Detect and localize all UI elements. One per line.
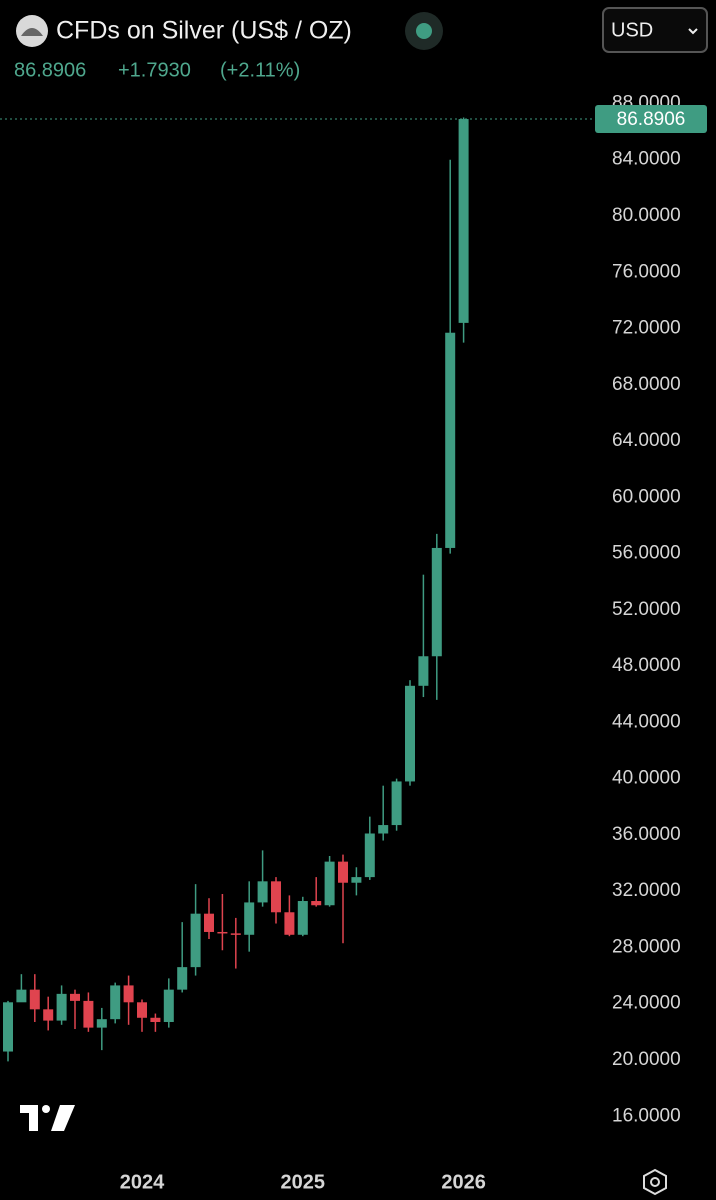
y-tick-label: 24.0000: [612, 993, 681, 1014]
y-tick-label: 16.0000: [612, 1105, 681, 1126]
currency-label[interactable]: USD: [611, 19, 653, 41]
chart-title: CFDs on Silver (US$ / OZ): [56, 17, 352, 45]
symbol-icon-shape: [21, 28, 43, 36]
y-tick-label: 36.0000: [612, 824, 681, 845]
dropdown-arrow: [688, 28, 698, 35]
y-tick-label: 28.0000: [612, 936, 681, 957]
candle-body: [378, 825, 389, 834]
candle-body: [405, 685, 415, 782]
candle-body: [96, 1019, 107, 1028]
candle-body: [324, 861, 335, 906]
candle-body: [458, 119, 469, 323]
status-dot: [416, 23, 432, 39]
candle-body: [123, 985, 134, 1003]
candle-body: [137, 1002, 147, 1018]
candle-body: [110, 985, 121, 1020]
candle-body: [338, 861, 348, 883]
price-change: +1.7930: [118, 59, 191, 81]
last-price-tag-label: 86.8906: [617, 109, 686, 130]
y-tick-label: 60.0000: [612, 486, 681, 507]
candle-body: [16, 989, 27, 1003]
candle-body: [3, 1002, 13, 1052]
candle-body: [311, 901, 322, 906]
x-tick-label: 2025: [281, 1171, 326, 1193]
y-tick-label: 56.0000: [612, 543, 681, 564]
y-tick-label: 64.0000: [612, 430, 681, 451]
candle-body: [418, 656, 429, 686]
candle-body: [244, 902, 255, 935]
y-tick-label: 20.0000: [612, 1049, 681, 1070]
y-tick-label: 80.0000: [612, 205, 681, 226]
candle-body: [70, 993, 80, 1001]
candle-body: [445, 332, 456, 548]
last-price: 86.8906: [14, 59, 86, 81]
candle-body: [190, 913, 201, 968]
candle-body: [391, 781, 402, 826]
x-tick-label: 2026: [441, 1171, 486, 1193]
candle-body: [150, 1017, 161, 1022]
y-tick-label: 32.0000: [612, 880, 681, 901]
candle-body: [351, 877, 362, 883]
candle-body: [163, 989, 174, 1022]
candle-body: [204, 913, 214, 932]
y-tick-label: 48.0000: [612, 655, 681, 676]
candle-body: [257, 881, 268, 903]
y-tick-label: 52.0000: [612, 599, 681, 620]
candle-body: [56, 993, 67, 1021]
candle-body: [230, 933, 241, 935]
y-tick-label: 72.0000: [612, 318, 681, 339]
candle-body: [431, 547, 442, 657]
x-tick-label: 2024: [120, 1171, 165, 1193]
y-tick-label: 68.0000: [612, 374, 681, 395]
y-tick-label: 44.0000: [612, 711, 681, 732]
y-tick-label: 84.0000: [612, 149, 681, 170]
tv-logo: [20, 1105, 75, 1131]
candle-body: [217, 931, 228, 934]
candle-body: [29, 989, 40, 1010]
candle-body: [297, 901, 308, 935]
y-tick-label: 40.0000: [612, 768, 681, 789]
price-change-pct: (+2.11%): [220, 59, 300, 81]
candle-body: [83, 1000, 94, 1028]
candle-body: [177, 967, 188, 990]
currency-select[interactable]: [602, 7, 708, 53]
settings-icon[interactable]: [643, 1168, 667, 1196]
candle-body: [271, 881, 281, 913]
candle-body: [364, 833, 375, 878]
candle-body: [43, 1009, 54, 1021]
candle-body: [284, 912, 295, 935]
last-price-tag: [595, 105, 707, 134]
y-tick-label: 76.0000: [612, 261, 681, 282]
